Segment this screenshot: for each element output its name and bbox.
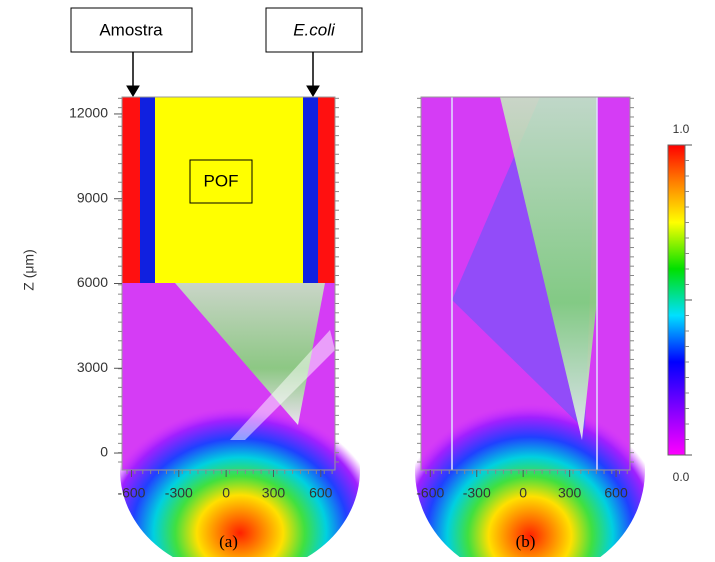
x-tick-label: -600 [117,485,145,501]
x-tick-label: 600 [604,485,628,501]
colorbar-tick-label: 0.0 [673,470,690,484]
x-tick-label: -600 [416,485,444,501]
x-tick-label: -300 [165,485,193,501]
colorbar-tick-label: 1.0 [673,122,690,136]
y-tick-label: 9000 [77,189,108,205]
annotation: E.coli [293,20,336,39]
y-tick-label: 3000 [77,359,108,375]
field-image-a [120,97,360,562]
caption: (a) [219,532,238,551]
caption: (b) [516,532,536,551]
y-tick-label: 6000 [77,274,108,290]
x-tick-label: 600 [309,485,333,501]
x-tick-label: 300 [558,485,582,501]
y-axis-label: Z (μm) [21,249,37,291]
y-tick-label: 12000 [69,105,108,121]
x-tick-label: 0 [519,485,527,501]
annotation: Amostra [99,20,163,39]
annotations [70,7,363,204]
colorbar [667,144,686,456]
x-tick-label: 0 [222,485,230,501]
annotation: POF [204,171,239,190]
x-tick-label: 300 [262,485,286,501]
plot-frame [420,96,631,471]
field-image-b [415,97,645,562]
y-tick-label: 0 [100,444,108,460]
x-tick-label: -300 [463,485,491,501]
